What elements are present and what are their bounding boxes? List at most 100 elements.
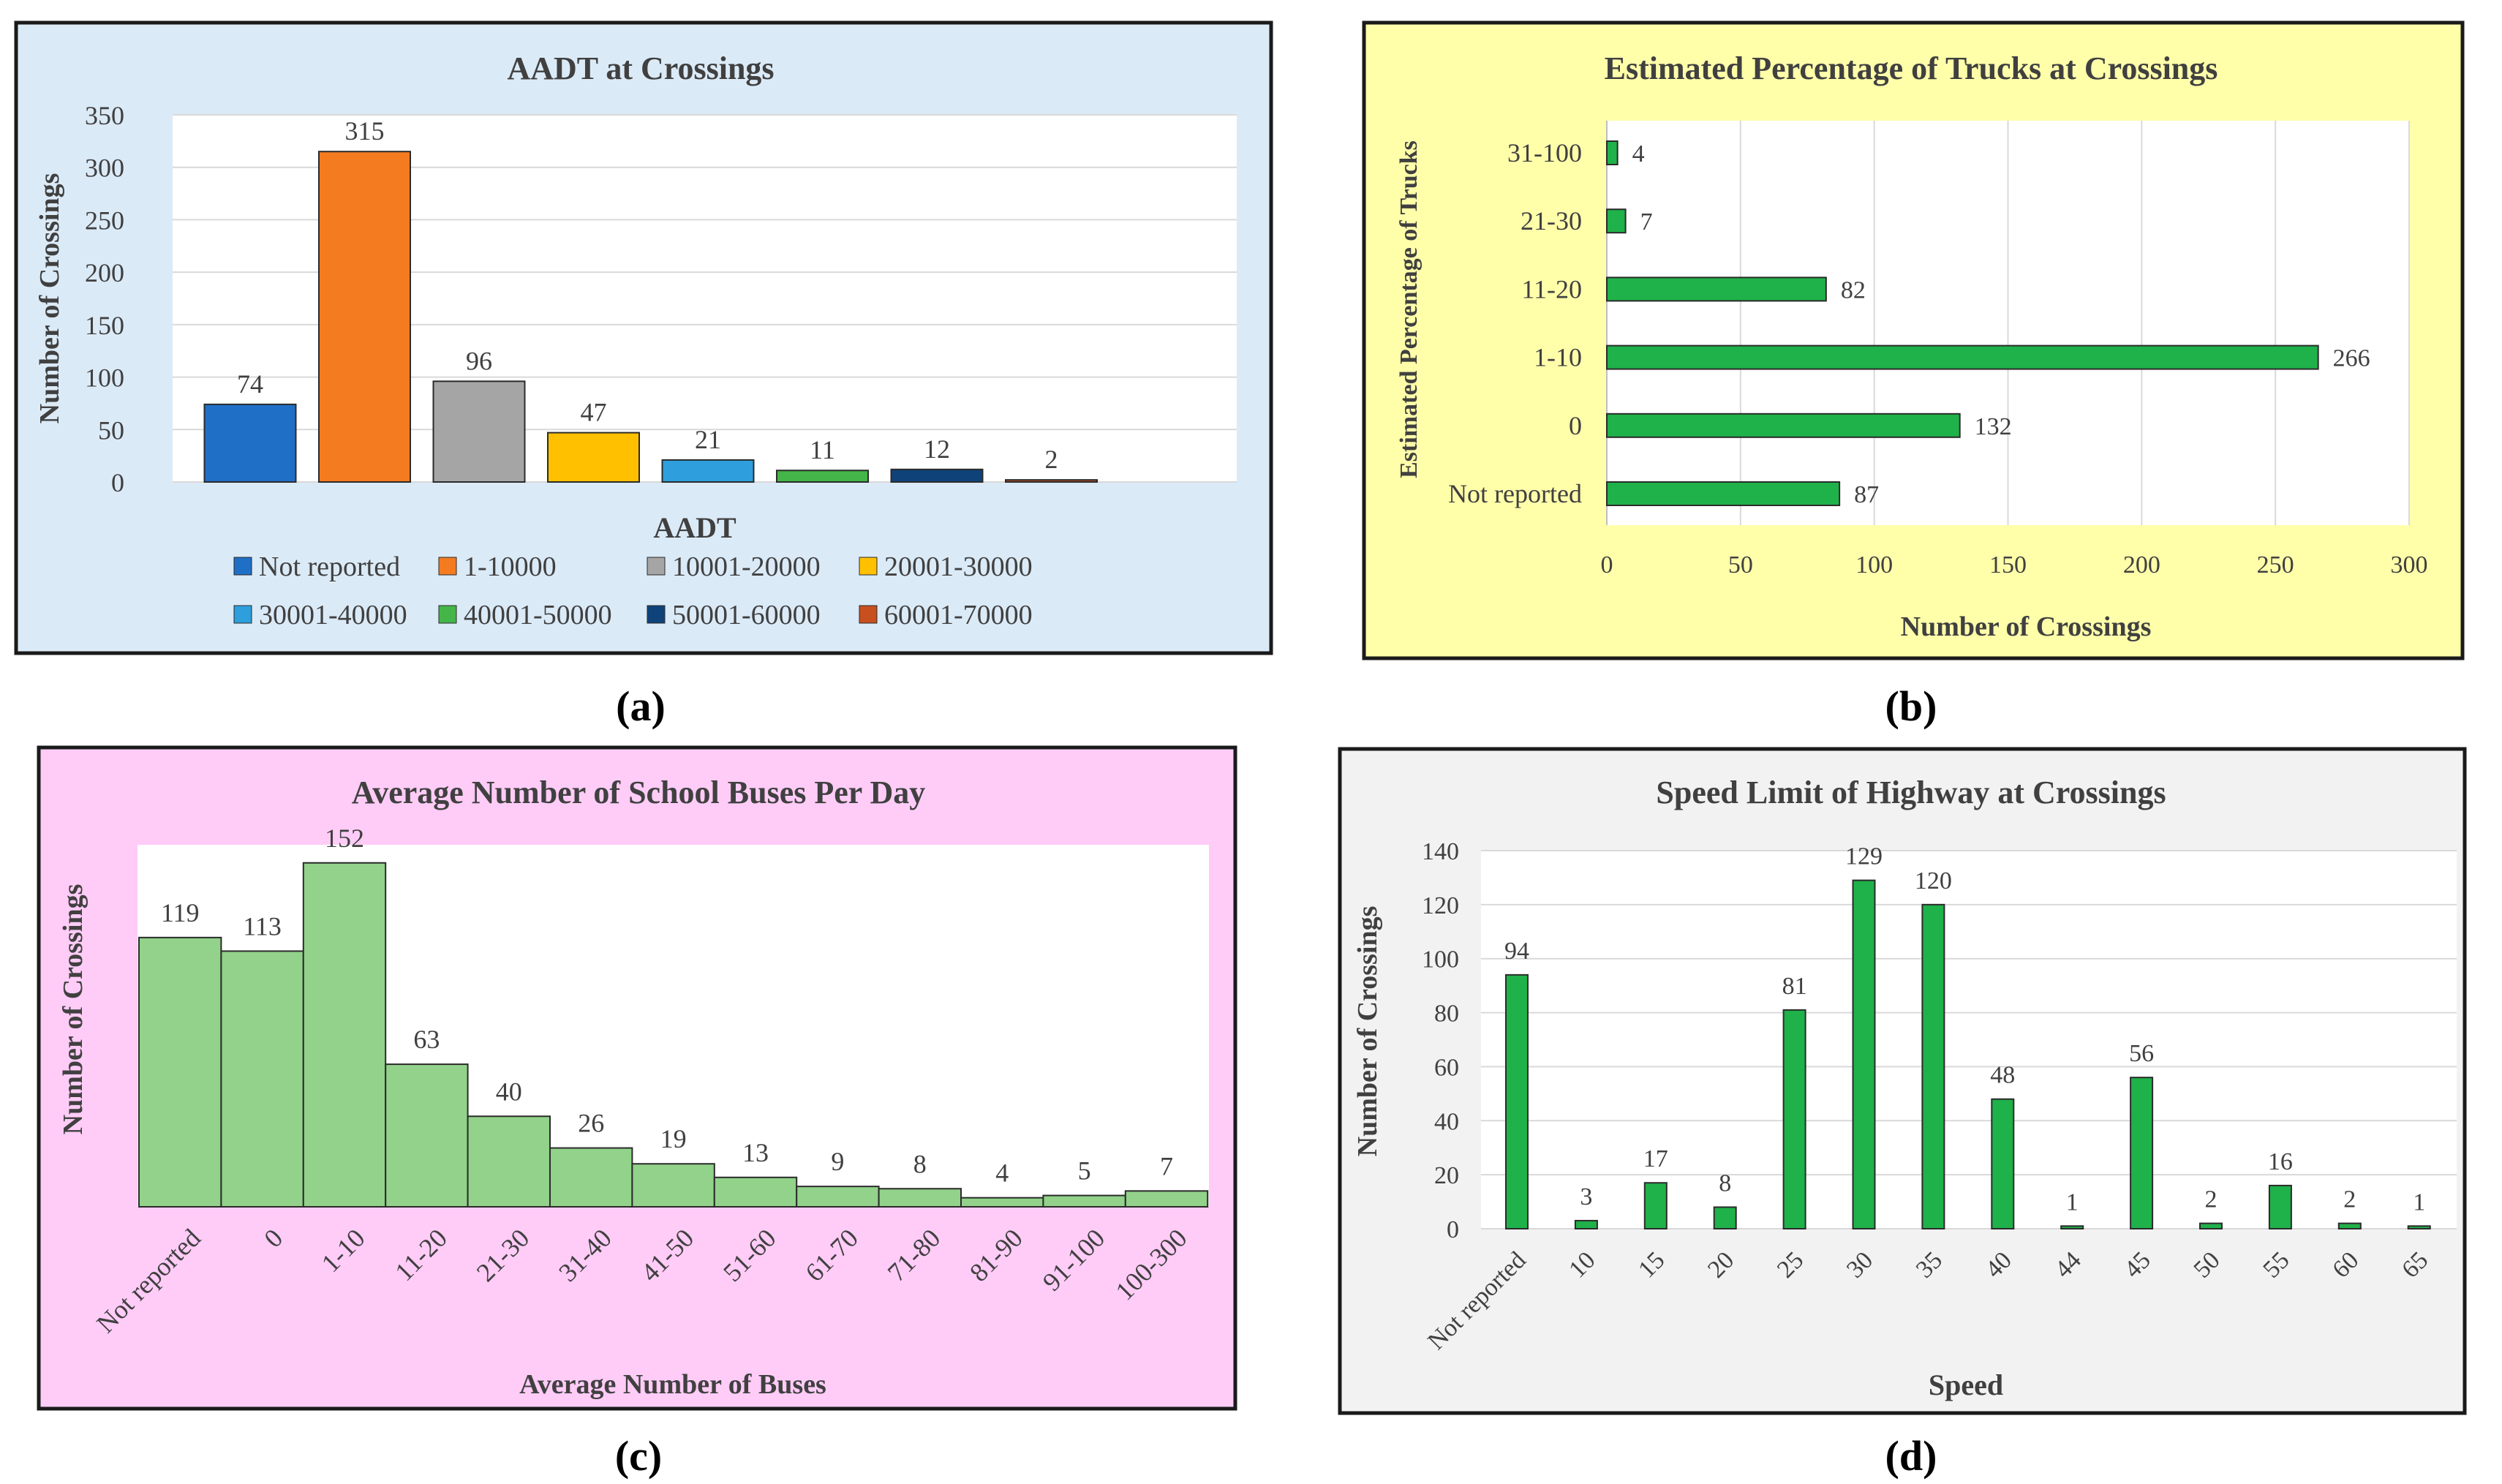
- panel-c-data-label: 8: [913, 1149, 927, 1178]
- panel-d-ytick-label: 140: [1422, 838, 1459, 865]
- panel-a-legend-label: 50001-60000: [672, 600, 821, 630]
- panel-d-data-label: 56: [2129, 1040, 2154, 1067]
- panel-b-category-label: 31-100: [1507, 138, 1582, 167]
- panel-b-xtick-label: 50: [1728, 551, 1753, 579]
- panel-b-ylabel: Estimated Percentage of Trucks: [1395, 140, 1423, 478]
- panel-d-bar: [2199, 1222, 2223, 1229]
- panel-b-category-label: 11-20: [1521, 274, 1582, 304]
- panel-a-ytick-label: 200: [85, 258, 124, 287]
- panel-b-bar: [1606, 140, 1619, 165]
- panel-d-ylabel: Number of Crossings: [1352, 906, 1383, 1157]
- panel-a-legend-swatch: [438, 557, 457, 576]
- panel-a-legend-swatch: [647, 605, 666, 624]
- panel-d-caption: (d): [1885, 1432, 1937, 1480]
- panel-c-bar: [302, 862, 387, 1208]
- panel-a-bar: [1005, 479, 1098, 483]
- panel-b-data-label: 132: [1975, 413, 2012, 440]
- panel-a-legend-swatch: [233, 605, 252, 624]
- panel-a-ytick-label: 150: [85, 311, 124, 340]
- panel-a-data-label: 47: [581, 398, 607, 427]
- panel-d-bar: [1574, 1219, 1598, 1229]
- panel-d-data-label: 94: [1504, 938, 1529, 965]
- panel-b-category-label: 1-10: [1534, 343, 1582, 372]
- panel-a-data-label: 12: [924, 434, 950, 464]
- panel-d-data-label: 3: [1580, 1183, 1592, 1210]
- panel-b-xtick-label: 0: [1601, 551, 1613, 579]
- panel-a-bar: [890, 468, 984, 483]
- panel-a-bar: [203, 403, 297, 483]
- panel-c-title: Average Number of School Buses Per Day: [352, 775, 926, 810]
- panel-a-legend-swatch: [233, 557, 252, 576]
- panel-a-data-label: 74: [237, 369, 263, 399]
- panel-a-ytick-label: 100: [85, 364, 124, 393]
- panel-d-ytick-label: 0: [1447, 1216, 1459, 1243]
- panel-a-ytick-label: 300: [85, 154, 124, 183]
- panel-d-ytick-label: 20: [1434, 1162, 1459, 1189]
- panel-c-bar: [631, 1163, 715, 1208]
- panel-a-ylabel: Number of Crossings: [34, 173, 65, 424]
- panel-b-caption: (b): [1885, 682, 1937, 730]
- panel-c-bar: [1042, 1194, 1126, 1208]
- panel-d-ytick-label: 60: [1434, 1054, 1459, 1081]
- panel-d-data-label: 1: [2413, 1189, 2425, 1216]
- panel-c-bar: [713, 1176, 798, 1208]
- panel-c-data-label: 40: [496, 1077, 522, 1106]
- panel-a-legend-swatch: [859, 557, 878, 576]
- panel-a-legend-label: Not reported: [259, 551, 400, 582]
- panel-b-bar: [1606, 481, 1841, 506]
- panel-a-ytick-label: 350: [85, 101, 124, 130]
- panel-a-caption: (a): [616, 682, 666, 730]
- panel-c-xlabel: Average Number of Buses: [519, 1369, 826, 1400]
- panel-b-data-label: 266: [2333, 345, 2370, 372]
- panel-a-legend-label: 60001-70000: [884, 600, 1033, 630]
- panel-d-ytick-label: 80: [1434, 1001, 1459, 1028]
- panel-c-bar: [796, 1186, 880, 1208]
- panel-c-data-label: 9: [831, 1147, 844, 1176]
- panel-c-data-label: 19: [660, 1124, 687, 1153]
- panel-d-bar: [2407, 1225, 2431, 1229]
- panel-a-ytick-label: 250: [85, 206, 124, 235]
- panel-d-bar: [1782, 1009, 1806, 1229]
- panel-c-data-label: 7: [1160, 1151, 1173, 1180]
- panel-b-bar: [1606, 276, 1827, 302]
- panel-c: Average Number of School Buses Per Day N…: [37, 745, 1237, 1411]
- panel-b-bar: [1606, 344, 2319, 370]
- panel-b-xtick-label: 250: [2257, 551, 2294, 579]
- panel-d-bar: [1852, 879, 1876, 1230]
- panel-a-ytick-label: 0: [111, 468, 124, 497]
- panel-d-bar: [1643, 1182, 1668, 1230]
- panel-b-data-label: 7: [1640, 208, 1653, 236]
- panel-b-xtick-label: 150: [1989, 551, 2027, 579]
- panel-b: Estimated Percentage of Trucks at Crossi…: [1362, 20, 2465, 660]
- panel-a-data-label: 2: [1045, 445, 1058, 474]
- panel-d-ytick-label: 100: [1422, 946, 1459, 973]
- panel-c-bar: [878, 1188, 962, 1208]
- panel-a-legend-label: 40001-50000: [464, 600, 612, 630]
- panel-c-data-label: 13: [742, 1138, 769, 1167]
- panel-a-bar: [776, 470, 869, 483]
- panel-d-bar: [1505, 973, 1529, 1230]
- panel-d-bar: [1921, 903, 1945, 1230]
- panel-c-bar: [960, 1197, 1044, 1208]
- panel-c-bar: [467, 1115, 551, 1208]
- panel-b-title: Estimated Percentage of Trucks at Crossi…: [1605, 50, 2218, 86]
- panel-a-legend-swatch: [438, 605, 457, 624]
- panel-a-legend-swatch: [859, 605, 878, 624]
- panel-d-ytick-label: 40: [1434, 1108, 1459, 1135]
- panel-a-bar: [661, 459, 755, 483]
- panel-c-bar: [220, 950, 304, 1208]
- panel-d-ytick-label: 120: [1422, 892, 1459, 919]
- panel-a-data-label: 315: [345, 116, 385, 146]
- panel-d-data-label: 1: [2066, 1189, 2079, 1216]
- panel-b-xlabel: Number of Crossings: [1901, 611, 2152, 642]
- panel-d-data-label: 17: [1643, 1145, 1668, 1172]
- panel-b-xtick-label: 100: [1855, 551, 1893, 579]
- panel-d: Speed Limit of Highway at Crossings Numb…: [1338, 747, 2467, 1415]
- panel-a-legend-swatch: [647, 557, 666, 576]
- panel-d-data-label: 8: [1719, 1170, 1731, 1197]
- panel-b-category-label: 21-30: [1521, 206, 1582, 236]
- panel-d-xlabel: Speed: [1929, 1368, 2003, 1401]
- panel-a-data-label: 21: [695, 425, 721, 454]
- panel-a: AADT at Crossings Number of Crossings AA…: [14, 20, 1273, 655]
